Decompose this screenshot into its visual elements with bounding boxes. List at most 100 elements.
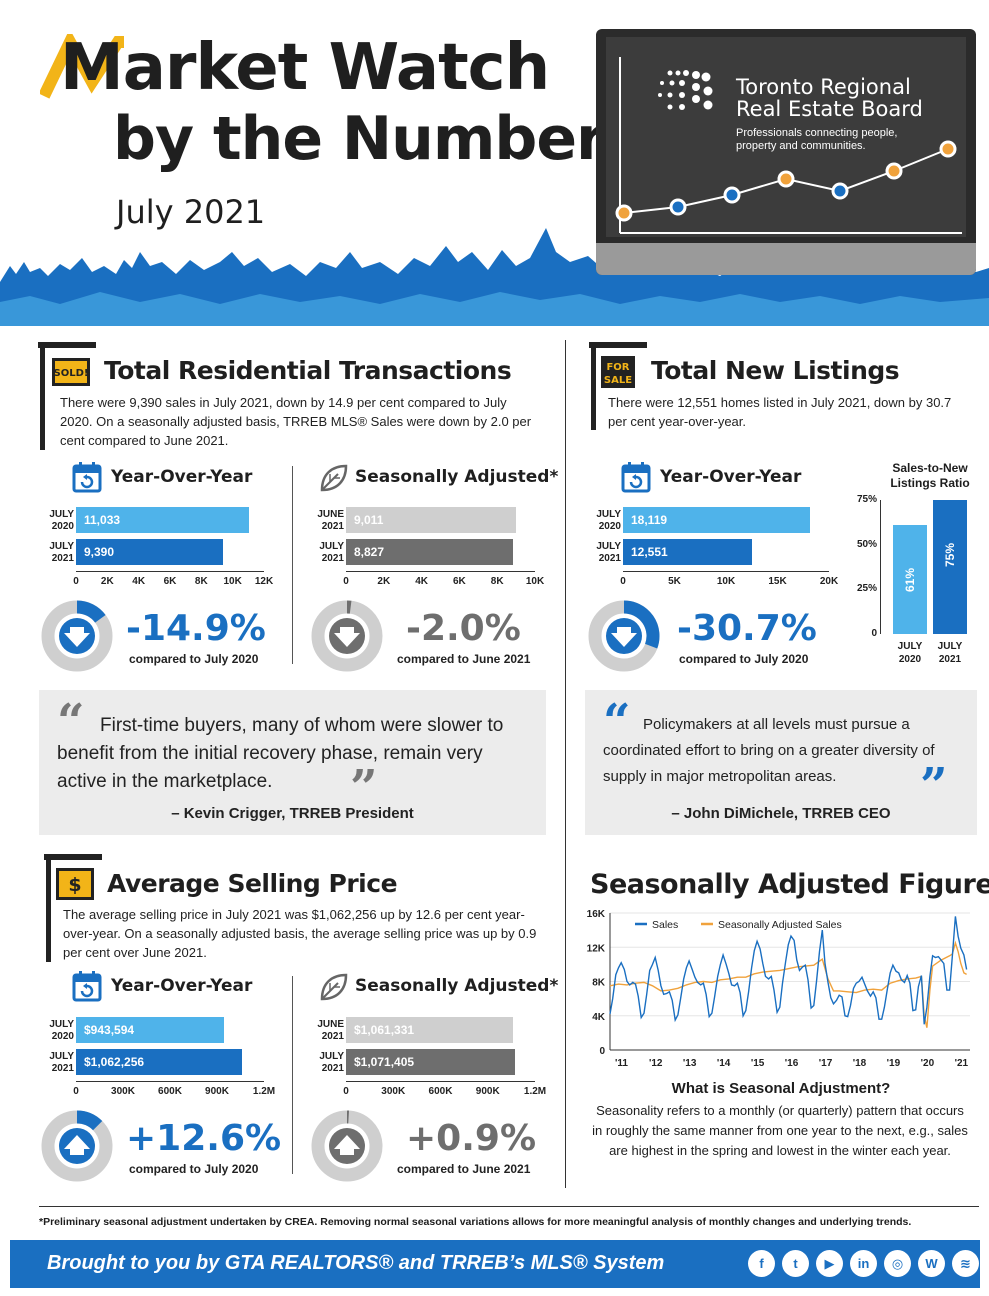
listings-yoy-title: Year-Over-Year xyxy=(660,467,802,487)
x-tick-label: '13 xyxy=(683,1058,697,1069)
x-tick-label: 15K xyxy=(768,576,787,587)
calendar-icon xyxy=(621,462,651,493)
for-sale-top: FOR xyxy=(606,362,629,373)
ratio-category: JULY 2020 xyxy=(897,641,923,665)
bar: 11,033 xyxy=(76,507,249,533)
bar: $1,071,405 xyxy=(346,1049,515,1075)
transactions-yoy-title: Year-Over-Year xyxy=(111,467,253,487)
skyline-graphic xyxy=(0,228,989,326)
x-tick-label: 0 xyxy=(73,1086,79,1097)
y-tick-label: 4K xyxy=(592,1012,606,1023)
y-tick-label: 8K xyxy=(592,978,606,989)
seasonal-explain-text: Seasonality refers to a monthly (or quar… xyxy=(592,1103,968,1158)
price-sa-pct: +0.9% xyxy=(406,1118,537,1159)
open-quote-icon: “ xyxy=(57,694,85,750)
listings-yoy-pct: -30.7% xyxy=(677,608,817,649)
series-line xyxy=(609,916,968,1025)
x-tick-label: 5K xyxy=(668,576,681,587)
x-tick-label: 1.2M xyxy=(523,1086,547,1097)
board-tagline-line2: property and communities. xyxy=(736,140,866,152)
bar: 12,551 xyxy=(623,539,752,565)
ratio-bar: 61% xyxy=(893,525,927,634)
bar-row-label: JULY 2020 xyxy=(49,1019,74,1042)
listings-description: There were 12,551 homes listed in July 2… xyxy=(608,395,952,429)
ratio-y-tick: 50% xyxy=(856,538,877,550)
header: Market Watch by the Numbers July 2021 To… xyxy=(0,0,989,326)
ratio-bar-label: 61% xyxy=(903,567,917,593)
brought-by: Brought to you by GTA REALTORS® and TRRE… xyxy=(47,1252,665,1274)
social-links: f t ▶ in ◎ W ≋ xyxy=(748,1250,979,1277)
twitter-icon[interactable]: t xyxy=(782,1250,809,1277)
transactions-description: There were 9,390 sales in July 2021, dow… xyxy=(60,395,532,448)
ratio-bar-label: 75% xyxy=(943,542,957,568)
x-tick-label: 900K xyxy=(205,1086,229,1097)
bar: $943,594 xyxy=(76,1017,224,1043)
x-tick-label: 10K xyxy=(223,576,242,587)
bar-row-label: JUNE 2021 xyxy=(317,509,344,532)
transactions-yoy-compare: compared to July 2020 xyxy=(129,652,259,666)
close-quote-icon: ” xyxy=(350,760,378,816)
price-yoy-pct: +12.6% xyxy=(126,1118,282,1159)
series-line xyxy=(609,940,967,1028)
transactions-sa-title: Seasonally Adjusted* xyxy=(355,467,559,487)
facebook-icon[interactable]: f xyxy=(748,1250,775,1277)
y-tick-label: 16K xyxy=(587,909,606,920)
transactions-yoy-bars: JULY 2020 11,033 JULY 2021 9,390 0 2K 4K 6K 8K 10K 1… xyxy=(40,505,280,595)
sold-sign-icon: SOLD! xyxy=(38,342,96,450)
transactions-sa-compare: compared to June 2021 xyxy=(397,652,531,666)
bar: 18,119 xyxy=(623,507,810,533)
y-tick-label: 12K xyxy=(587,943,606,954)
x-tick-label: 300K xyxy=(381,1086,406,1097)
wordpress-icon[interactable]: W xyxy=(918,1250,945,1277)
transactions-sa-pct: -2.0% xyxy=(406,608,521,649)
bar-row-label: JULY 2021 xyxy=(596,541,621,564)
x-tick-label: 12K xyxy=(254,576,274,587)
leaf-icon xyxy=(320,973,348,1001)
rss-icon[interactable]: ≋ xyxy=(952,1250,979,1277)
x-tick-label: '21 xyxy=(955,1058,969,1069)
ratio-y-tick: 0 xyxy=(871,628,877,639)
header-title-line1: Market Watch xyxy=(60,31,550,105)
price-sa-compare: compared to June 2021 xyxy=(397,1162,531,1176)
quote-president-text: First-time buyers, many of whom were slo… xyxy=(57,715,504,792)
ratio-category: JULY 2021 xyxy=(937,641,963,665)
bar-row-label: JULY 2021 xyxy=(49,541,74,564)
bar-row-label: JULY 2020 xyxy=(596,509,621,532)
x-tick-label: 20K xyxy=(819,576,839,587)
x-tick-label: 4K xyxy=(132,576,146,587)
market-watch-logo-icon xyxy=(40,34,124,99)
listings-yoy-gauge xyxy=(587,599,661,678)
x-tick-label: '17 xyxy=(819,1058,833,1069)
price-description: The average selling price in July 2021 w… xyxy=(63,907,537,960)
price-sa-gauge xyxy=(310,1109,384,1188)
price-yoy-bars: JULY 2020 $943,594 JULY 2021 $1,062,256 0 300K 6… xyxy=(40,1015,280,1105)
youtube-icon[interactable]: ▶ xyxy=(816,1250,843,1277)
ratio-y-tick: 25% xyxy=(856,583,877,595)
column-divider xyxy=(565,340,566,1188)
ratio-y-tick: 75% xyxy=(856,494,877,505)
bar-row-label: JULY 2021 xyxy=(319,1051,344,1074)
listings-yoy-compare: compared to July 2020 xyxy=(679,652,809,666)
linkedin-icon[interactable]: in xyxy=(850,1250,877,1277)
x-axis xyxy=(346,1081,535,1082)
price-sa-bars: JUNE 2021 $1,061,331 JULY 2021 $1,071,405 0 300… xyxy=(310,1015,550,1105)
x-axis xyxy=(346,571,535,572)
transactions-sa-bars: JUNE 2021 9,011 JULY 2021 8,827 0 2K 4K 6K 8K 10K xyxy=(310,505,544,595)
instagram-icon[interactable]: ◎ xyxy=(884,1250,911,1277)
x-tick-label: 0 xyxy=(343,1086,349,1097)
y-tick-label: 0 xyxy=(599,1046,605,1057)
footnote: *Preliminary seasonal adjustment underta… xyxy=(39,1216,912,1228)
board-name-line1: Toronto Regional xyxy=(736,75,911,99)
seasonal-line-chart: 0 4K 8K 12K 16K '11 '12 '13 '14 '15 '16 '17 '18 '19 '2… xyxy=(587,909,970,1069)
x-tick-label: 2K xyxy=(377,576,391,587)
x-axis xyxy=(76,571,264,572)
divider xyxy=(292,976,293,1174)
x-tick-label: '18 xyxy=(853,1058,867,1069)
ratio-y-axis xyxy=(880,500,881,634)
for-sale-sign-icon: FOR SALE xyxy=(589,342,647,430)
bar-row-label: JULY 2021 xyxy=(49,1051,74,1074)
svg-text:$: $ xyxy=(68,874,81,896)
price-yoy-gauge xyxy=(40,1109,114,1188)
transactions-sa-gauge xyxy=(310,599,384,678)
x-tick-label: 600K xyxy=(158,1086,182,1097)
